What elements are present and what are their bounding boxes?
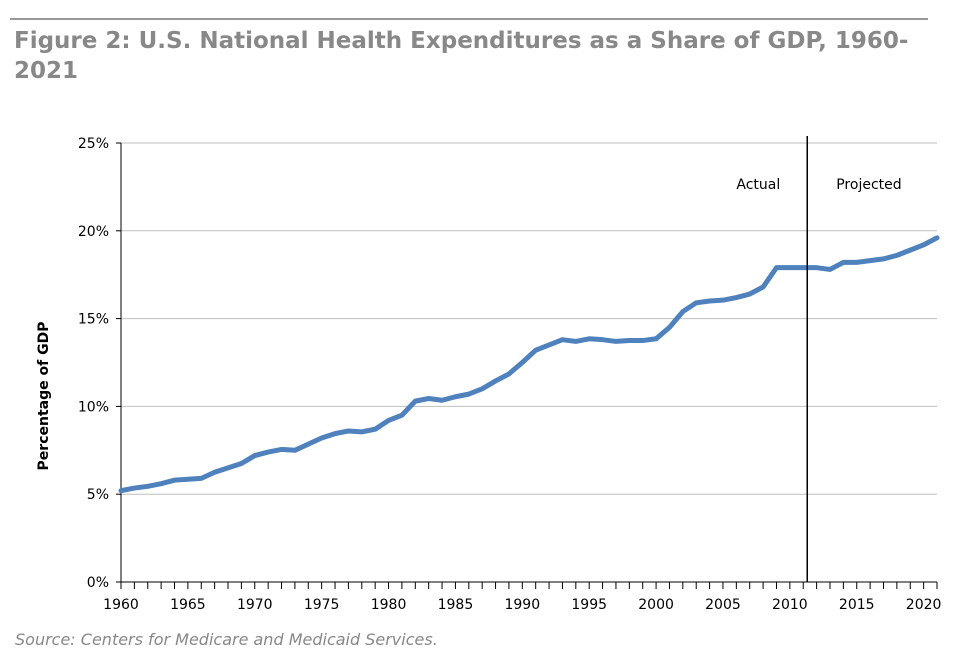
y-tick-label: 15% <box>78 312 109 328</box>
y-tick-label: 20% <box>78 224 109 240</box>
x-tick-label: 1970 <box>237 597 273 613</box>
figure-title: Figure 2: U.S. National Health Expenditu… <box>14 28 909 84</box>
x-tick-label: 2020 <box>906 597 942 613</box>
x-tick-label: 2010 <box>772 597 808 613</box>
grid-lines <box>121 142 937 495</box>
series-line <box>118 235 940 494</box>
projection-divider: Actual Projected <box>736 136 902 582</box>
x-tick-label: 1965 <box>170 597 206 613</box>
x-tick-label: 2005 <box>705 597 741 613</box>
axes <box>120 143 937 583</box>
x-axis-ticks: 1960 1965 1970 1975 1980 1985 1990 1995 2000 2005… <box>103 582 941 613</box>
y-tick-label: 5% <box>87 487 109 503</box>
actual-label: Actual <box>736 177 780 193</box>
source-note: Source: Centers for Medicare and Medicai… <box>15 630 438 649</box>
projected-label: Projected <box>836 177 901 193</box>
x-tick-label: 1985 <box>438 597 474 613</box>
x-tick-label: 1980 <box>371 597 407 613</box>
y-axis-label: Percentage of GDP <box>36 322 52 471</box>
y-tick-label: 10% <box>78 399 109 415</box>
x-tick-label: 2000 <box>638 597 674 613</box>
x-tick-label: 1995 <box>571 597 607 613</box>
x-tick-label: 1975 <box>304 597 340 613</box>
y-tick-label: 25% <box>78 136 109 152</box>
y-tick-label: 0% <box>87 575 109 591</box>
x-tick-label: 2015 <box>839 597 875 613</box>
y-axis-ticks: 0% 5% 10% 15% 20% 25% <box>78 136 121 591</box>
x-tick-label: 1960 <box>103 597 139 613</box>
x-tick-label: 1990 <box>504 597 540 613</box>
series-group <box>118 235 940 494</box>
title-rule <box>10 18 928 20</box>
